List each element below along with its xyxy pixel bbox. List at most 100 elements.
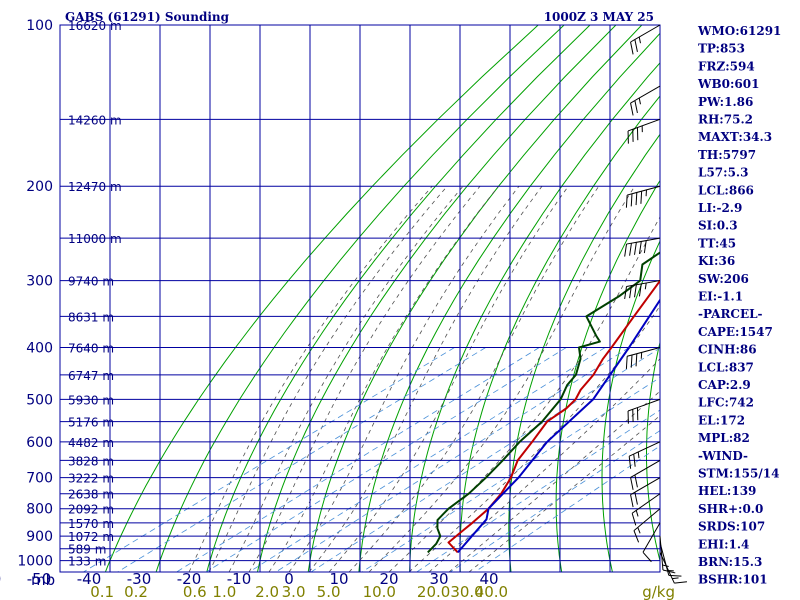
dry-adiabat (358, 32, 660, 572)
wind-barb-half-feather (644, 282, 647, 290)
height-label: 14260 m (68, 113, 122, 127)
temperature-tick-label: -50 (27, 570, 52, 588)
pressure-tick-label: 900 (26, 529, 53, 545)
moist-adiabat (348, 185, 600, 572)
wind-barb-feather (633, 454, 636, 467)
moist-adiabat (288, 185, 520, 572)
wind-barb-feather (633, 530, 640, 543)
wind-barb-feather (629, 285, 632, 299)
pressure-tick-label: 100 (26, 18, 53, 34)
wind-barb-staff (630, 24, 661, 43)
wind-barb-feather (630, 494, 634, 508)
temperature-tick-label: -20 (177, 570, 202, 588)
mixing-ratio-line (206, 347, 567, 572)
stability-index: RH:75.2 (698, 113, 753, 127)
height-label: 9740 m (68, 275, 114, 289)
moist-adiabat (228, 185, 464, 572)
stability-index: LCL:837 (698, 360, 754, 374)
height-label: 16620 m (68, 19, 122, 33)
pressure-tick-label: 800 (26, 502, 53, 518)
moist-adiabat (388, 216, 660, 572)
mixing-ratio-unit: g/kg (642, 583, 675, 600)
wind-barb-half-feather (638, 97, 641, 105)
stability-index: KI:36 (698, 254, 735, 268)
stability-index: BSHR:101 (698, 573, 768, 587)
mixing-ratio-label: 2.0 (255, 583, 279, 600)
wind-barb-half-feather (637, 527, 641, 534)
wind-barb-feather (624, 243, 628, 257)
wind-barb-feather (635, 353, 638, 367)
stability-index: TP:853 (698, 42, 745, 56)
moist-adiabat (208, 185, 448, 572)
wind-barb-staff (626, 237, 661, 245)
wind-profile (624, 24, 687, 584)
stability-index: SHR+:0.0 (698, 502, 763, 516)
temperature-tick-label: 20 (379, 570, 398, 588)
wind-barb-feather (634, 474, 638, 488)
temperature-tick-label: 40 (479, 570, 498, 588)
wind-barb (630, 85, 661, 116)
mixing-ratio-line (310, 347, 660, 572)
stability-index: CAP:2.9 (698, 378, 751, 392)
wind-barb (625, 347, 661, 369)
wind-barb-staff (627, 347, 661, 357)
wind-barb-feather (630, 102, 634, 116)
wind-barb-feather (625, 356, 628, 369)
moist-adiabat (308, 185, 543, 572)
stability-index: -PARCEL- (698, 307, 763, 321)
wind-barb (633, 508, 661, 543)
height-label: 4482 m (68, 436, 114, 450)
mixing-ratio-line (117, 347, 486, 572)
wind-barb-staff (631, 493, 661, 514)
wind-barb-half-feather (637, 451, 640, 459)
wind-barb-staff (627, 398, 661, 412)
wind-barb-half-feather (635, 510, 639, 517)
dry-adiabat (555, 179, 660, 572)
wind-barb (627, 118, 661, 144)
wind-barb-feather (624, 286, 628, 300)
moist-adiabat (448, 390, 660, 572)
mixing-ratio-label: 1.0 (212, 583, 236, 600)
stability-index: CINH:86 (698, 343, 757, 357)
pressure-tick-label: 500 (26, 392, 53, 408)
pressure-axis-unit: mb (31, 571, 55, 589)
stability-index: -WIND- (698, 449, 748, 463)
height-label: 3828 m (68, 454, 114, 468)
moist-adiabat (408, 305, 660, 572)
temperature-tick-label: -10 (227, 570, 252, 588)
height-labels: 16620 m 14260 m 12470 m 11000 m 9740 m 8631 m… (68, 19, 122, 569)
wind-barb-staff (659, 536, 664, 571)
wind-barb-staff (630, 477, 661, 496)
stability-index: MPL:82 (698, 431, 750, 445)
wind-barb-feather (631, 513, 637, 526)
mixing-ratio-label: 10.0 (363, 583, 396, 600)
mixing-ratio-lines (83, 347, 660, 572)
temperature-tick-label: 0 (284, 570, 294, 588)
wind-barb (631, 493, 661, 526)
dry-adiabat (257, 25, 617, 572)
stability-index: EL:172 (698, 413, 745, 427)
stability-index: L57:5.3 (698, 166, 748, 180)
pressure-axis: 100 200 300 400 500 600 700 800 900 1000 (17, 18, 53, 570)
wind-barb-feather (630, 354, 633, 368)
mixing-ratio-label: 30.0 (450, 583, 483, 600)
dry-adiabat (206, 25, 591, 572)
height-label: 12470 m (68, 180, 122, 194)
stability-index: BRN:15.3 (698, 555, 762, 569)
stability-index: FRZ:594 (698, 59, 755, 73)
stability-index: MAXT:34.3 (698, 130, 772, 144)
moist-adiabat (188, 185, 433, 572)
dewpoint-line (427, 251, 660, 554)
pressure-tick-label: 400 (26, 340, 53, 356)
stability-index: SI:0.3 (698, 219, 738, 233)
wind-barb-half-feather (672, 577, 679, 580)
mixing-ratio-label: 3.0 (282, 583, 306, 600)
height-label: 2092 m (68, 503, 114, 517)
pressure-tick-label: 200 (26, 179, 53, 195)
height-label: 2638 m (68, 488, 114, 502)
height-label: 133 m (68, 555, 106, 569)
stability-index: SW:206 (698, 272, 749, 286)
wind-barb-staff (627, 185, 661, 196)
